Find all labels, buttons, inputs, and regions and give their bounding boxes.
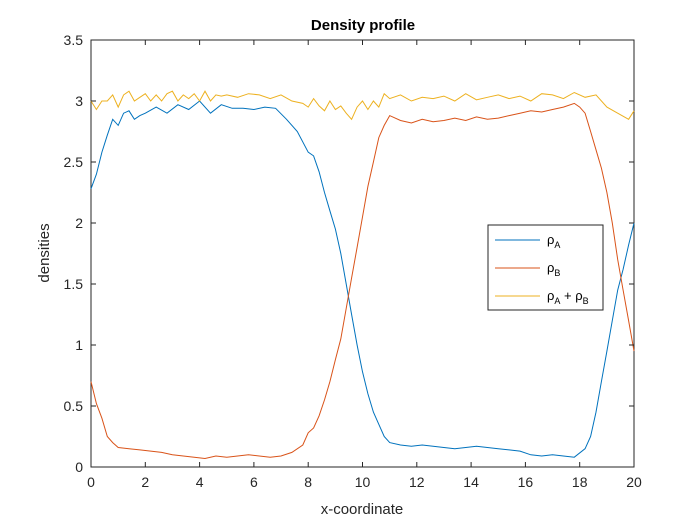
y-tick-label: 2.5 [64,154,84,170]
series-line-1 [90,100,635,458]
y-tick-label: 2 [75,215,83,231]
y-tick-label: 0 [75,459,83,475]
x-tick-label: 6 [250,474,258,490]
y-tick-label: 3 [75,93,83,109]
x-axis-label: x-coordinate [321,501,404,518]
x-tick-label: 16 [518,474,534,490]
y-tick-label: 1.5 [64,276,84,292]
x-tick-label: 0 [87,474,95,490]
series-line-2 [90,102,635,460]
ticks-layer: 0 2 4 6 8 10 12 14 16 18 20 0 0.5 1 1.5 2 2.5 3 3.5 [64,32,642,490]
x-tick-label: 18 [572,474,588,490]
x-tick-label: 2 [141,474,149,490]
x-tick-label: 14 [463,474,479,490]
y-tick-label: 1 [75,337,83,353]
x-tick-label: 12 [409,474,425,490]
series-line-3 [90,90,635,121]
x-tick-label: 8 [304,474,312,490]
legend-label-1: ρA [547,232,560,250]
series-layer [90,90,635,460]
y-tick-label: 3.5 [64,32,84,48]
y-tick-label: 0.5 [64,398,84,414]
x-tick-label: 4 [196,474,204,490]
chart-title: Density profile [311,17,415,34]
legend: ρA ρB ρA + ρB [487,224,604,311]
legend-label-2: ρB [547,260,560,278]
x-tick-label: 10 [355,474,371,490]
legend-label-3: ρA + ρB [547,288,589,306]
x-tick-label: 20 [626,474,642,490]
y-axis-label: densities [36,223,53,282]
